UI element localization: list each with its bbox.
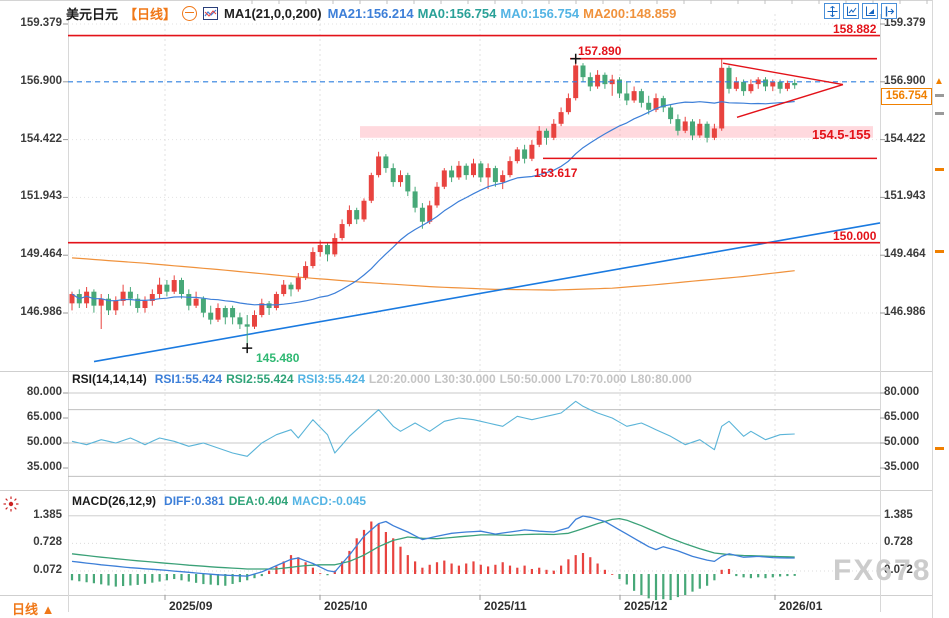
crosshair-icon[interactable] xyxy=(824,3,840,19)
macd-axis-label: 0.728 xyxy=(33,536,62,549)
right-strip-mark xyxy=(935,250,944,253)
legend-item: MACD:-0.045 xyxy=(292,494,367,508)
watermark: FX678 xyxy=(833,554,932,587)
x-axis-label: 2025/09 xyxy=(169,599,213,613)
macd-legend: DIFF:0.381 DEA:0.404 MACD:-0.045 xyxy=(164,494,370,508)
price-up-arrow-icon: ▲ xyxy=(934,76,944,87)
legend-item: L50:50.000 xyxy=(499,372,562,386)
chart-header: 美元日元 【日线】 MA1(21,0,0,200) MA21:156.214 MA… xyxy=(66,4,680,23)
right-strip-mark xyxy=(935,94,944,97)
pan-right-icon[interactable] xyxy=(881,3,897,19)
y-axis-label: 159.379 xyxy=(20,17,62,29)
rsi-axis-label: 35.000 xyxy=(884,461,920,473)
right-edge-panel: ▲ xyxy=(932,0,949,618)
rsi-axis-label: 80.000 xyxy=(884,386,920,398)
rsi-title: RSI(14,14,14) xyxy=(72,372,147,386)
support-label-mid: 153.617 xyxy=(534,166,578,180)
y-axis-label: 156.900 xyxy=(20,74,62,87)
y-axis-label: 151.943 xyxy=(884,190,926,203)
period-label: 日线 xyxy=(12,602,39,617)
swing-low-label: 145.480 xyxy=(256,351,300,365)
minus-circle-icon[interactable] xyxy=(182,6,198,21)
rsi-legend: RSI1:55.424 RSI2:55.424 RSI3:55.424 L20:20.… xyxy=(155,372,696,386)
legend-item: L70:70.000 xyxy=(565,372,627,386)
legend-item: RSI1:55.424 xyxy=(154,372,223,386)
zone-label: 154.5-155 xyxy=(812,127,871,142)
legend-item: L30:30.000 xyxy=(434,372,496,386)
y-axis-label: 159.379 xyxy=(884,17,926,29)
y-axis-label: 146.986 xyxy=(20,306,62,318)
right-strip-mark xyxy=(935,112,944,115)
legend-item: DEA:0.404 xyxy=(228,494,289,508)
axis-zoom-icon[interactable] xyxy=(843,3,859,19)
y-axis-label: 151.943 xyxy=(20,190,62,203)
y-axis-label: 154.422 xyxy=(884,132,926,145)
rsi-axis-label: 65.000 xyxy=(884,411,920,423)
symbol-name: 美元日元 xyxy=(66,7,119,22)
period-selector[interactable]: 日线 ▲ xyxy=(12,599,55,618)
rsi-axis-label: 35.000 xyxy=(26,461,62,473)
mini-chart-icon[interactable] xyxy=(203,7,219,20)
legend-item: L20:20.000 xyxy=(368,372,431,386)
axis-scale-icon[interactable] xyxy=(862,3,878,19)
y-axis-label: 154.422 xyxy=(20,132,62,145)
indicator-settings-icon[interactable] xyxy=(3,496,19,512)
macd-title: MACD(26,12,9) xyxy=(72,494,157,508)
chart-toolbar xyxy=(824,3,897,19)
rsi-header: RSI(14,14,14) RSI1:55.424 RSI2:55.424 RSI3… xyxy=(72,372,696,386)
ma-settings-label: MA1(21,0,0,200) xyxy=(224,6,322,21)
period-arrow-icon: ▲ xyxy=(41,602,55,617)
macd-axis-label: 0.728 xyxy=(884,536,913,549)
rsi-axis-label: 50.000 xyxy=(884,436,920,448)
right-strip-mark xyxy=(935,447,944,450)
y-axis-label: 149.464 xyxy=(20,248,62,261)
legend-item: MA0:156.754 xyxy=(417,6,497,21)
legend-item: MA21:156.214 xyxy=(327,6,414,21)
macd-axis-label: 1.385 xyxy=(33,508,62,521)
legend-item: RSI2:55.424 xyxy=(226,372,294,386)
legend-item: RSI3:55.424 xyxy=(297,372,365,386)
macd-header: MACD(26,12,9) DIFF:0.381 DEA:0.404 MACD:-0… xyxy=(72,494,370,508)
rsi-axis-label: 80.000 xyxy=(26,386,62,398)
y-axis-label: 149.464 xyxy=(884,248,926,261)
x-axis-label: 2025/12 xyxy=(624,599,668,613)
legend-item: MA0:156.754 xyxy=(500,6,580,21)
last-price-box: 156.754 xyxy=(881,88,932,105)
macd-axis-label: 0.072 xyxy=(33,563,62,576)
rsi-axis-label: 50.000 xyxy=(26,436,62,448)
legend-item: MA200:148.859 xyxy=(583,6,677,21)
macd-axis-label: 0.072 xyxy=(884,563,913,576)
y-axis-label: 156.900 xyxy=(884,74,926,87)
y-axis-label: 146.986 xyxy=(884,306,926,318)
legend-item: DIFF:0.381 xyxy=(164,494,225,508)
x-axis-label: 2026/01 xyxy=(779,599,823,613)
resistance-label-top: 158.882 xyxy=(833,22,877,36)
macd-axis-label: 1.385 xyxy=(884,508,913,521)
legend-item: L80:80.000 xyxy=(630,372,692,386)
period-tag: 【日线】 xyxy=(124,7,177,22)
resistance-label-high: 157.890 xyxy=(578,44,622,58)
x-axis-label: 2025/10 xyxy=(324,599,368,613)
support-label-round: 150.000 xyxy=(833,229,877,243)
ma-legend: MA21:156.214 MA0:156.754 MA0:156.754 MA200:… xyxy=(328,6,681,21)
x-axis-label: 2025/11 xyxy=(484,599,527,613)
right-strip-mark xyxy=(935,168,944,171)
rsi-axis-label: 65.000 xyxy=(26,411,62,423)
